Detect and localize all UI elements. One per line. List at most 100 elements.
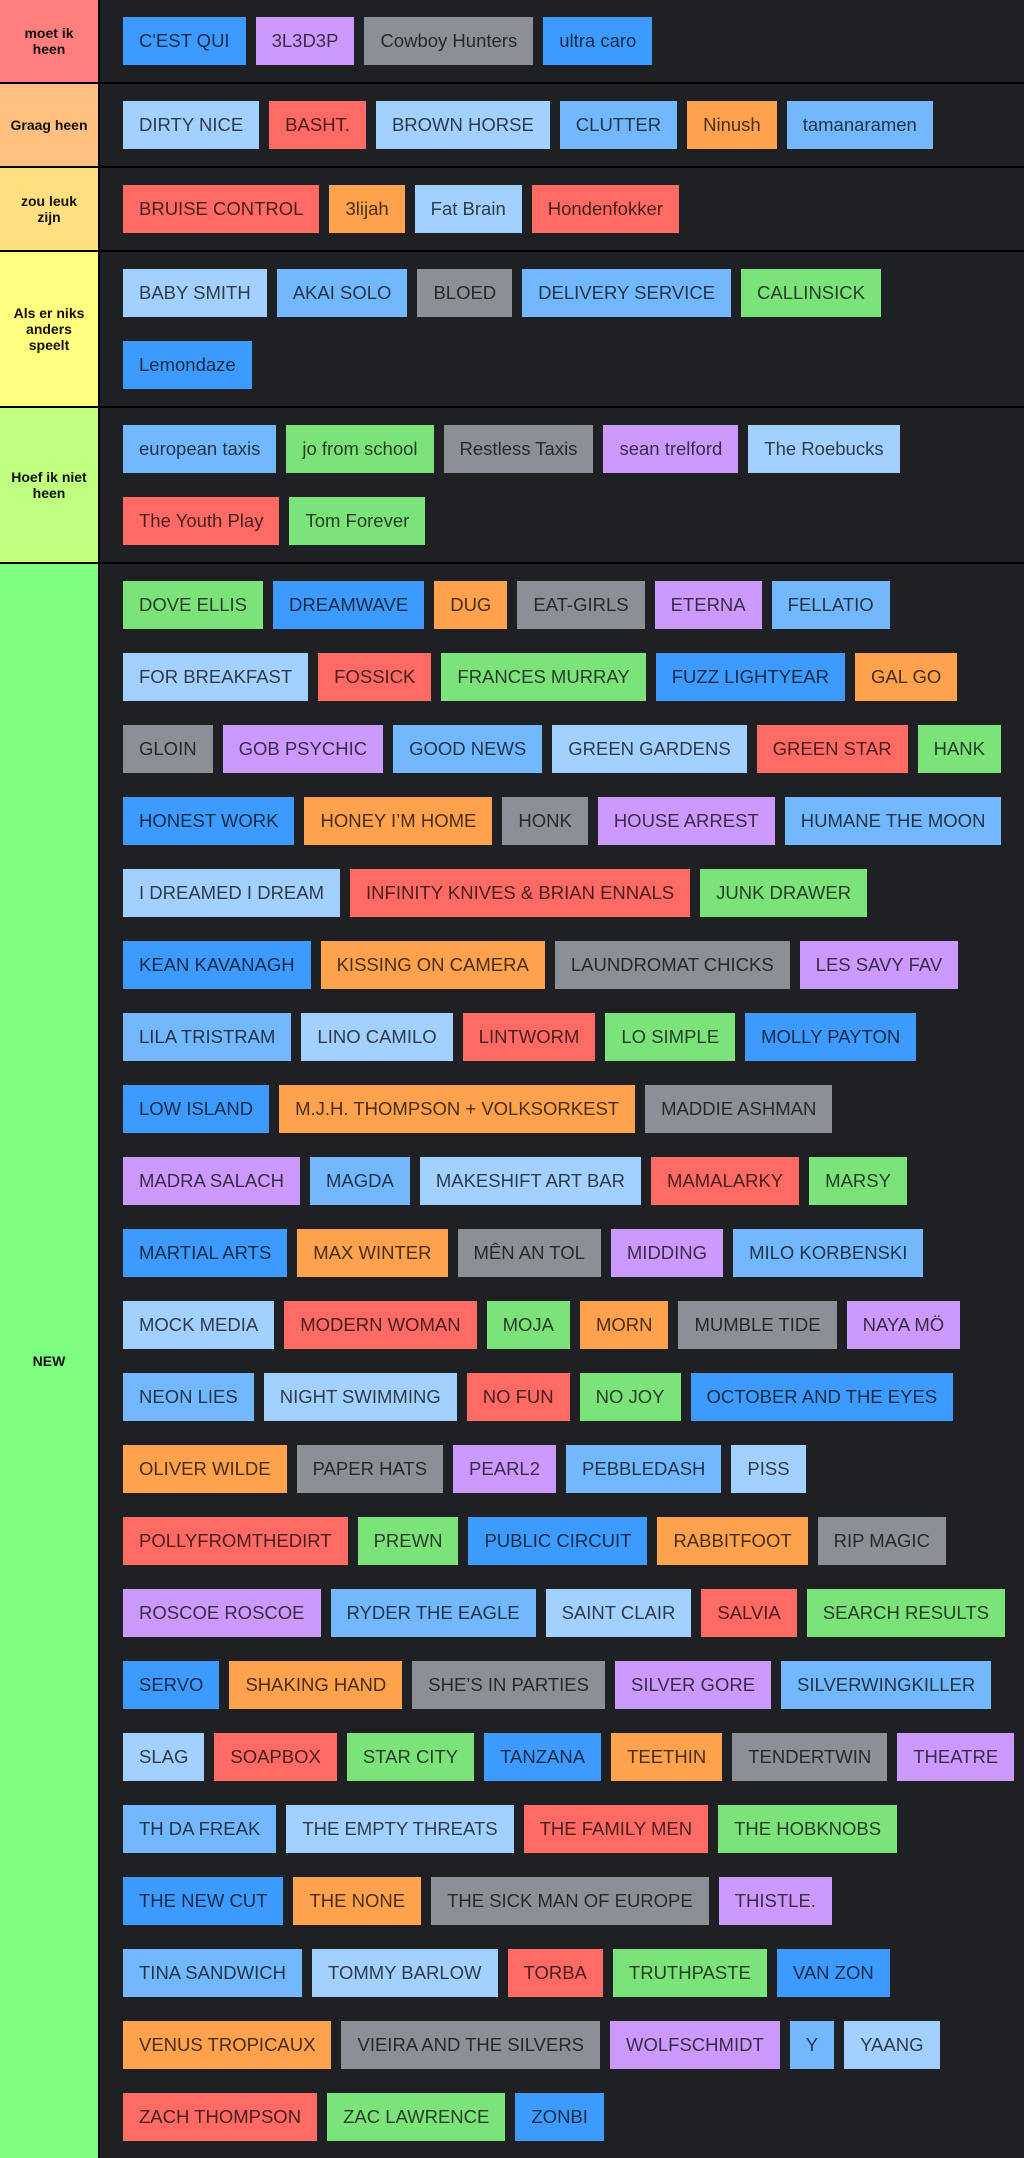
tier-item[interactable]: RYDER THE EAGLE	[330, 1589, 536, 1637]
tier-item[interactable]: european taxis	[123, 425, 277, 473]
tier-item[interactable]: SHE’S IN PARTIES	[412, 1661, 605, 1709]
tier-item[interactable]: BLOED	[417, 269, 513, 317]
tier-item[interactable]: CLUTTER	[559, 101, 678, 149]
tier-item[interactable]: HANK	[917, 725, 1001, 773]
tier-item[interactable]: MOLLY PAYTON	[745, 1013, 917, 1061]
tier-item[interactable]: TH DA FREAK	[123, 1805, 277, 1853]
tier-item[interactable]: INFINITY KNIVES & BRIAN ENNALS	[350, 869, 691, 917]
tier-item[interactable]: Hondenfokker	[531, 185, 679, 233]
tier-item[interactable]: PISS	[731, 1445, 806, 1493]
tier-item[interactable]: DUG	[434, 581, 508, 629]
tier-item[interactable]: RIP MAGIC	[817, 1517, 946, 1565]
tier-item[interactable]: LINO CAMILO	[301, 1013, 453, 1061]
tier-item[interactable]: HONK	[502, 797, 588, 845]
tier-item[interactable]: TOMMY BARLOW	[311, 1949, 498, 1997]
tier-item[interactable]: TORBA	[507, 1949, 603, 1997]
tier-item[interactable]: SERVO	[123, 1661, 220, 1709]
tier-item[interactable]: NIGHT SWIMMING	[263, 1373, 457, 1421]
tier-item[interactable]: BRUISE CONTROL	[123, 185, 320, 233]
tier-item[interactable]: DOVE ELLIS	[123, 581, 263, 629]
tier-item[interactable]: The Roebucks	[748, 425, 900, 473]
tier-item[interactable]: YAANG	[844, 2021, 940, 2069]
tier-item[interactable]: Y	[789, 2021, 835, 2069]
tier-item[interactable]: HUMANE THE MOON	[784, 797, 1002, 845]
tier-item[interactable]: SHAKING HAND	[229, 1661, 403, 1709]
tier-item[interactable]: MORN	[579, 1301, 669, 1349]
tier-item[interactable]: ZONBI	[515, 2093, 604, 2141]
tier-item[interactable]: GREEN GARDENS	[552, 725, 747, 773]
tier-item[interactable]: BASHT.	[269, 101, 366, 149]
tier-item[interactable]: PAPER HATS	[296, 1445, 444, 1493]
tier-item[interactable]: VENUS TROPICAUX	[123, 2021, 332, 2069]
tier-item[interactable]: ultra caro	[543, 17, 653, 65]
tier-item[interactable]: FOR BREAKFAST	[123, 653, 309, 701]
tier-item[interactable]: FRANCES MURRAY	[441, 653, 646, 701]
tier-item[interactable]: OLIVER WILDE	[123, 1445, 287, 1493]
tier-item[interactable]: LOW ISLAND	[123, 1085, 270, 1133]
tier-item[interactable]: MILO KORBENSKI	[733, 1229, 924, 1277]
tier-item[interactable]: GAL GO	[855, 653, 958, 701]
tier-item[interactable]: Cowboy Hunters	[364, 17, 534, 65]
tier-item[interactable]: STAR CITY	[346, 1733, 475, 1781]
tier-item[interactable]: PREWN	[357, 1517, 459, 1565]
tier-item[interactable]: HONEST WORK	[123, 797, 295, 845]
tier-item[interactable]: MOJA	[486, 1301, 570, 1349]
tier-item[interactable]: GREEN STAR	[756, 725, 908, 773]
tier-item[interactable]: MADRA SALACH	[123, 1157, 300, 1205]
tier-item[interactable]: I DREAMED I DREAM	[123, 869, 341, 917]
tier-item[interactable]: SOAPBOX	[214, 1733, 337, 1781]
tier-item[interactable]: M.J.H. THOMPSON + VOLKSORKEST	[279, 1085, 636, 1133]
tier-item[interactable]: HONEY I’M HOME	[304, 797, 493, 845]
tier-item[interactable]: ROSCOE ROSCOE	[123, 1589, 321, 1637]
tier-item[interactable]: Ninush	[687, 101, 777, 149]
tier-item[interactable]: LES SAVY FAV	[799, 941, 959, 989]
tier-item[interactable]: BROWN HORSE	[375, 101, 550, 149]
tier-item[interactable]: Tom Forever	[289, 497, 426, 545]
tier-item[interactable]: LAUNDROMAT CHICKS	[554, 941, 790, 989]
tier-item[interactable]: FELLATIO	[771, 581, 890, 629]
tier-item[interactable]: C'EST QUI	[123, 17, 246, 65]
tier-item[interactable]: SILVERWINGKILLER	[781, 1661, 992, 1709]
tier-item[interactable]: The Youth Play	[123, 497, 280, 545]
tier-item[interactable]: PEARL2	[453, 1445, 557, 1493]
tier-item[interactable]: ZAC LAWRENCE	[327, 2093, 506, 2141]
tier-item[interactable]: MUMBLE TIDE	[678, 1301, 837, 1349]
tier-item[interactable]: 3L3D3P	[255, 17, 355, 65]
tier-item[interactable]: WOLFSCHMIDT	[610, 2021, 780, 2069]
tier-item[interactable]: MAGDA	[309, 1157, 410, 1205]
tier-item[interactable]: NEON LIES	[123, 1373, 254, 1421]
tier-item[interactable]: CALLINSICK	[741, 269, 881, 317]
tier-item[interactable]: DELIVERY SERVICE	[522, 269, 732, 317]
tier-item[interactable]: SILVER GORE	[614, 1661, 772, 1709]
tier-item[interactable]: DREAMWAVE	[272, 581, 425, 629]
tier-item[interactable]: LO SIMPLE	[605, 1013, 736, 1061]
tier-item[interactable]: THISTLE.	[718, 1877, 832, 1925]
tier-item[interactable]: jo from school	[286, 425, 434, 473]
tier-item[interactable]: THE FAMILY MEN	[523, 1805, 709, 1853]
tier-item[interactable]: NAYA MÖ	[846, 1301, 961, 1349]
tier-item[interactable]: ZACH THOMPSON	[123, 2093, 318, 2141]
tier-item[interactable]: THE SICK MAN OF EUROPE	[431, 1877, 709, 1925]
tier-item[interactable]: VAN ZON	[776, 1949, 890, 1997]
tier-item[interactable]: MADDIE ASHMAN	[645, 1085, 833, 1133]
tier-item[interactable]: MAMALARKY	[650, 1157, 800, 1205]
tier-item[interactable]: SALVIA	[701, 1589, 797, 1637]
tier-item[interactable]: LINTWORM	[462, 1013, 596, 1061]
tier-item[interactable]: MODERN WOMAN	[284, 1301, 477, 1349]
tier-item[interactable]: BABY SMITH	[123, 269, 267, 317]
tier-item[interactable]: PEBBLEDASH	[566, 1445, 722, 1493]
tier-item[interactable]: GLOIN	[123, 725, 213, 773]
tier-item[interactable]: VIEIRA AND THE SILVERS	[341, 2021, 601, 2069]
tier-item[interactable]: HOUSE ARREST	[597, 797, 775, 845]
tier-item[interactable]: 3lijah	[329, 185, 405, 233]
tier-item[interactable]: SEARCH RESULTS	[806, 1589, 1005, 1637]
tier-item[interactable]: MARTIAL ARTS	[123, 1229, 288, 1277]
tier-item[interactable]: NO JOY	[579, 1373, 681, 1421]
tier-item[interactable]: MAKESHIFT ART BAR	[419, 1157, 641, 1205]
tier-item[interactable]: EAT-GIRLS	[517, 581, 645, 629]
tier-item[interactable]: FOSSICK	[318, 653, 432, 701]
tier-item[interactable]: TRUTHPASTE	[612, 1949, 767, 1997]
tier-item[interactable]: Fat Brain	[414, 185, 522, 233]
tier-item[interactable]: GOOD NEWS	[393, 725, 543, 773]
tier-item[interactable]: TINA SANDWICH	[123, 1949, 302, 1997]
